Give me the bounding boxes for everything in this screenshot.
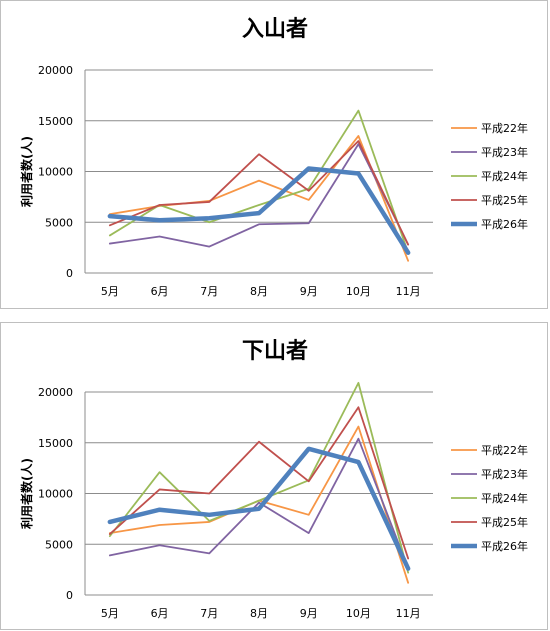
x-tick-label: 10月 [346, 607, 371, 620]
x-tick-label: 8月 [250, 285, 268, 298]
y-tick-label: 5000 [45, 538, 73, 551]
series-line [107, 446, 411, 571]
x-tick-label: 9月 [300, 607, 318, 620]
x-tick-label: 9月 [300, 285, 318, 298]
legend-label: 平成25年 [481, 193, 528, 207]
legend-label: 平成25年 [481, 515, 528, 529]
y-tick-label: 0 [66, 589, 73, 602]
legend-label: 平成22年 [481, 443, 528, 457]
x-tick-label: 5月 [101, 607, 119, 620]
y-axis-label: 利用者数(人) [19, 136, 34, 207]
legend-label: 平成24年 [481, 491, 528, 505]
y-tick-label: 15000 [38, 437, 73, 450]
x-tick-label: 11月 [396, 607, 421, 620]
legend-label: 平成26年 [481, 217, 528, 231]
legend-label: 平成24年 [481, 169, 528, 183]
chart-panel-leaving: 下山者 0 5000 10000 15000 20000 5月 6月 7月 8月 9月 10月 11月… [0, 322, 548, 630]
series-line [107, 166, 411, 255]
x-tick-label: 11月 [396, 285, 421, 298]
legend-label: 平成23年 [481, 145, 528, 159]
series-line [108, 406, 410, 560]
x-tick-label: 8月 [250, 607, 268, 620]
x-tick-label: 5月 [101, 285, 119, 298]
x-tick-label: 7月 [200, 607, 218, 620]
x-tick-label: 6月 [151, 285, 169, 298]
y-tick-label: 20000 [38, 386, 73, 399]
x-tick-label: 7月 [200, 285, 218, 298]
chart-canvas: 0 5000 10000 15000 20000 5月 6月 7月 8月 9月 10月 11月 利用者数… [19, 64, 528, 298]
chart-canvas: 0 5000 10000 15000 20000 5月 6月 7月 8月 9月 10月 11月 利用者数… [19, 381, 528, 620]
y-tick-label: 15000 [38, 115, 73, 128]
series-line [108, 143, 410, 248]
y-tick-label: 20000 [38, 64, 73, 77]
chart-title: 入山者 [241, 17, 308, 42]
y-axis-label: 利用者数(人) [19, 458, 34, 529]
x-tick-label: 10月 [346, 285, 371, 298]
y-tick-label: 5000 [45, 216, 73, 229]
series-line [108, 140, 410, 246]
y-tick-label: 0 [66, 267, 73, 280]
chart-title: 下山者 [241, 339, 308, 364]
series-line [108, 381, 410, 574]
series-line [108, 437, 410, 570]
y-tick-label: 10000 [38, 166, 73, 179]
y-tick-label: 10000 [38, 488, 73, 501]
legend-label: 平成26年 [481, 539, 528, 553]
legend-label: 平成23年 [481, 467, 528, 481]
legend-label: 平成22年 [481, 121, 528, 135]
chart-panel-entering: 入山者 0 5000 10000 15000 20000 5月 6月 7月 8月 9月 10月 11月… [0, 0, 548, 309]
x-tick-label: 6月 [151, 607, 169, 620]
